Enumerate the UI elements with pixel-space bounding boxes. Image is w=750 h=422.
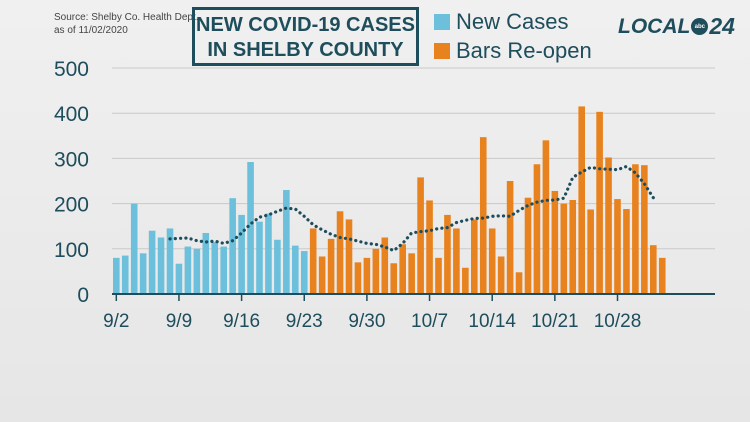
x-tick-label: 10/21 <box>531 311 579 332</box>
bar-new-cases <box>193 248 201 294</box>
bar-bars-reopen <box>614 199 621 294</box>
bar-bars-reopen <box>524 197 532 294</box>
bar-new-cases <box>121 255 129 294</box>
x-tick-label: 10/28 <box>594 311 642 332</box>
chart-title-line-2: IN SHELBY COUNTY <box>207 39 404 61</box>
bar-new-cases <box>238 214 245 294</box>
chart-title-line-1: NEW COVID-19 CASES <box>196 14 415 36</box>
bar-new-cases <box>292 245 299 294</box>
bar-bars-reopen <box>542 140 550 294</box>
moving-average-line <box>168 164 655 253</box>
x-tick-label: 9/23 <box>286 311 323 332</box>
as-of-date: as of 11/02/2020 <box>54 25 128 36</box>
bar-bars-reopen <box>345 219 353 294</box>
bar-new-cases <box>130 203 138 294</box>
legend-swatch-new-cases <box>434 14 450 30</box>
bar-bars-reopen <box>372 248 380 294</box>
bar-bars-reopen <box>354 262 362 294</box>
bar-bars-reopen <box>605 157 612 294</box>
axes: 0 100 200 300 400 500 9/2 9/9 9/16 9/23 9/30 10/7 10… <box>54 58 715 332</box>
legend-label-new-cases: New Cases <box>456 9 569 34</box>
bar-bars-reopen <box>569 199 577 294</box>
station-logo: LOCAL abc 24 <box>618 13 735 40</box>
x-tick-label: 9/16 <box>223 311 260 332</box>
logo-number: 24 <box>709 13 735 39</box>
bar-bars-reopen <box>426 200 433 294</box>
y-tick-label: 300 <box>54 148 89 171</box>
bar-new-cases <box>113 257 120 294</box>
y-tick-label: 500 <box>54 58 89 81</box>
legend-bars-reopen: Bars Re-open <box>434 38 592 64</box>
bar-new-cases <box>148 230 156 294</box>
bar-new-cases <box>247 162 254 294</box>
bar-bars-reopen <box>488 228 496 294</box>
y-tick-label: 200 <box>54 194 89 217</box>
bar-bars-reopen <box>632 164 639 294</box>
x-tick-label: 10/7 <box>411 311 448 332</box>
bar-bars-reopen <box>479 137 487 294</box>
bar-bars-reopen <box>641 165 648 294</box>
bar-bars-reopen <box>650 245 657 294</box>
x-tick-label: 9/9 <box>166 311 192 332</box>
bar-bars-reopen <box>506 181 514 294</box>
y-tick-label: 100 <box>54 239 89 262</box>
bar-bars-reopen <box>578 106 585 294</box>
bar-bars-reopen <box>462 267 469 294</box>
logo-text: LOCAL <box>618 14 691 38</box>
bar-bars-reopen <box>533 164 541 294</box>
y-tick-label: 400 <box>54 103 89 126</box>
bar-bars-reopen <box>596 111 603 295</box>
bar-bars-reopen <box>551 190 559 294</box>
bar-bars-reopen <box>363 257 371 294</box>
bar-bars-reopen <box>408 253 415 294</box>
bar-bars-reopen <box>497 256 505 294</box>
bars <box>113 106 666 295</box>
bar-new-cases <box>175 263 183 294</box>
bar-new-cases <box>184 246 192 294</box>
bar-new-cases <box>274 239 281 294</box>
x-tick-label: 9/30 <box>348 311 385 332</box>
bar-bars-reopen <box>327 238 335 294</box>
bar-bars-reopen <box>515 272 523 294</box>
bar-bars-reopen <box>453 228 460 294</box>
bar-new-cases <box>283 190 290 294</box>
bar-bars-reopen <box>417 177 424 294</box>
bar-new-cases <box>157 237 165 294</box>
bar-bars-reopen <box>390 263 398 294</box>
bar-new-cases <box>139 253 147 294</box>
x-tick-label: 10/14 <box>468 311 516 332</box>
bar-new-cases <box>300 251 308 294</box>
bar-new-cases <box>166 228 174 294</box>
x-tick-label: 9/2 <box>103 311 129 332</box>
bar-bars-reopen <box>336 211 344 294</box>
chart-title-box: NEW COVID-19 CASES IN SHELBY COUNTY <box>192 7 419 66</box>
bar-bars-reopen <box>435 257 442 294</box>
bar-new-cases <box>202 232 210 294</box>
bar-bars-reopen <box>381 237 389 294</box>
bar-bars-reopen <box>444 214 451 294</box>
abc-logo-icon: abc <box>691 18 709 35</box>
bar-bars-reopen <box>658 257 666 294</box>
source-note: Source: Shelby Co. Health Dept. <box>54 12 199 23</box>
bar-bars-reopen <box>309 228 317 294</box>
legend-swatch-bars-reopen <box>434 43 450 59</box>
bar-bars-reopen <box>587 209 594 294</box>
bar-bars-reopen <box>623 209 630 294</box>
bar-new-cases <box>220 246 227 294</box>
bar-bars-reopen <box>560 203 568 294</box>
y-tick-label: 0 <box>77 284 89 307</box>
legend-label-bars-reopen: Bars Re-open <box>456 38 592 63</box>
bar-new-cases <box>229 198 236 294</box>
bar-bars-reopen <box>399 244 406 294</box>
bar-bars-reopen <box>318 256 326 294</box>
legend-new-cases: New Cases <box>434 9 568 35</box>
bar-new-cases <box>211 242 219 294</box>
bar-new-cases <box>256 221 263 294</box>
bar-new-cases <box>265 213 272 294</box>
bar-bars-reopen <box>471 219 478 294</box>
moving-average-path <box>168 164 655 253</box>
